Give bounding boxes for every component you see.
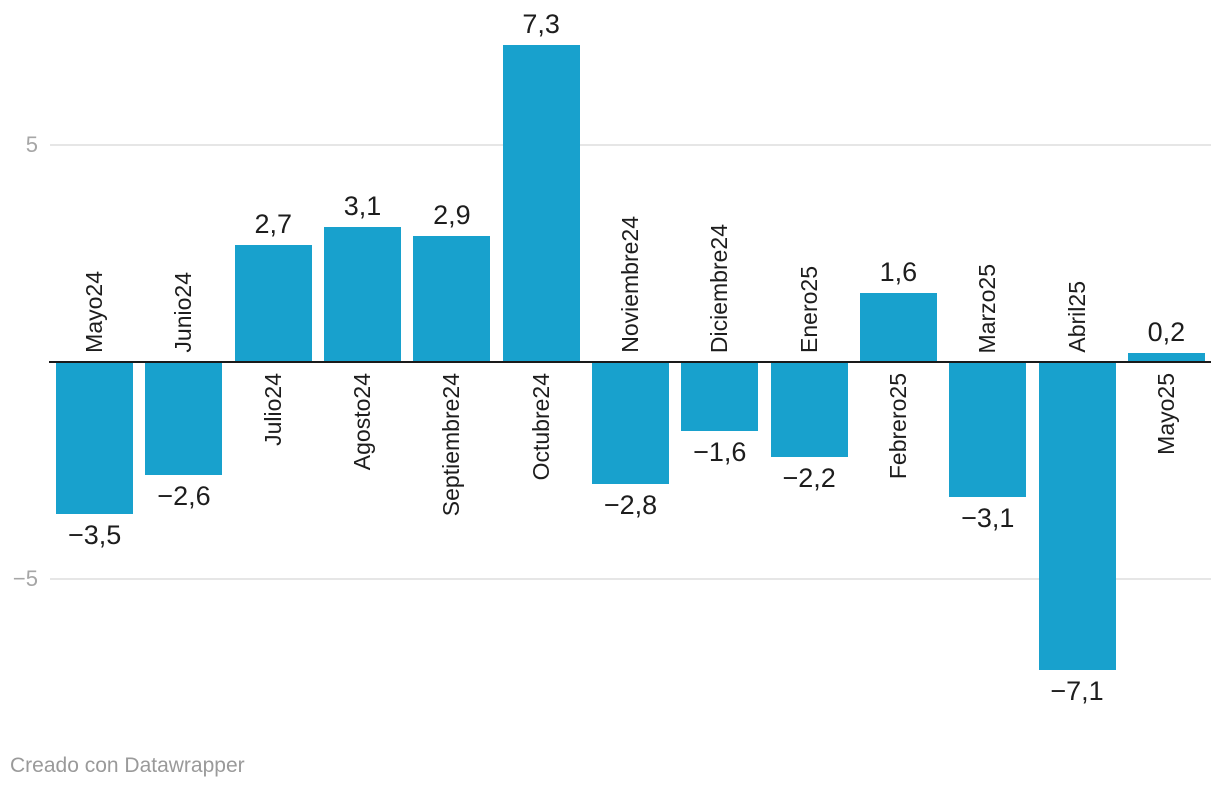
- gridline-y5: [50, 144, 1211, 146]
- zero-axis-line: [49, 361, 1211, 363]
- value-label: 1,6: [879, 256, 918, 287]
- category-label: Noviembre24: [617, 216, 643, 353]
- bar-septiembre24[interactable]: [413, 236, 491, 362]
- category-label: Marzo25: [974, 263, 1001, 353]
- value-label: −2,2: [782, 463, 836, 494]
- gridline-y-5: [50, 578, 1211, 580]
- category-label: Agosto24: [349, 373, 376, 471]
- category-label: Octubre24: [527, 373, 554, 481]
- value-label: −1,6: [693, 437, 747, 468]
- bar-octubre24[interactable]: [502, 45, 580, 362]
- value-label: −3,1: [961, 502, 1015, 533]
- category-label: Enero25: [795, 266, 822, 353]
- bar-marzo25[interactable]: [949, 362, 1027, 497]
- value-label: 3,1: [343, 191, 382, 222]
- category-label: Mayo24: [81, 271, 108, 353]
- bar-mayo25[interactable]: [1127, 353, 1205, 362]
- bar-julio24[interactable]: [234, 244, 312, 362]
- category-label: Junio24: [170, 272, 197, 353]
- attribution-text: Creado con Datawrapper: [10, 754, 245, 777]
- bar-diciembre24[interactable]: [681, 362, 759, 432]
- value-label: −3,5: [67, 519, 122, 550]
- value-label: −2,8: [603, 489, 658, 520]
- value-label: 2,7: [254, 208, 293, 239]
- category-label: Febrero25: [884, 373, 911, 480]
- value-label: 2,9: [433, 200, 471, 231]
- y-axis-tick-label: 5: [25, 132, 38, 157]
- category-label: Abril25: [1063, 281, 1090, 353]
- value-label: 7,3: [522, 9, 560, 40]
- bar-febrero25[interactable]: [859, 292, 937, 362]
- category-label: Diciembre24: [706, 223, 733, 353]
- value-label: −2,6: [157, 480, 211, 511]
- category-label: Julio24: [259, 373, 286, 446]
- value-label: 0,2: [1147, 317, 1186, 348]
- bar-agosto24[interactable]: [324, 227, 402, 362]
- value-label: −7,1: [1050, 676, 1104, 707]
- bar-enero25[interactable]: [770, 362, 848, 458]
- y-axis-tick-label: −5: [12, 566, 38, 591]
- bar-junio24[interactable]: [145, 362, 223, 475]
- bar-mayo24[interactable]: [56, 362, 134, 514]
- bar-abril25[interactable]: [1038, 362, 1116, 671]
- bar-noviembre24[interactable]: [592, 362, 669, 484]
- category-label: Mayo25: [1152, 373, 1179, 455]
- category-label: Septiembre24: [438, 373, 465, 517]
